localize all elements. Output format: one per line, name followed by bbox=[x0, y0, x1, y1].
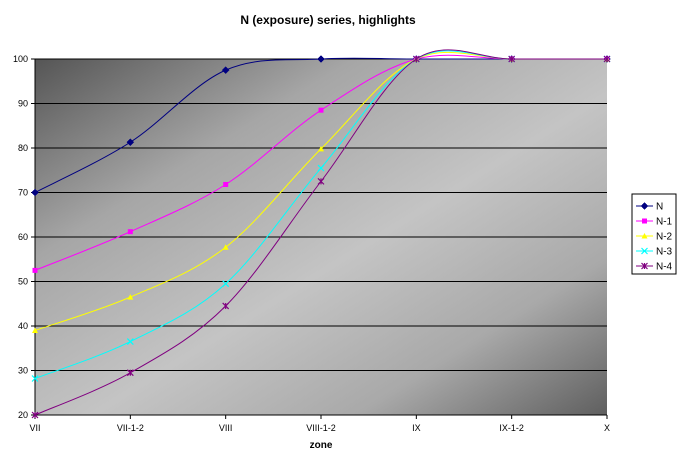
data-point bbox=[32, 327, 38, 333]
y-axis-ticks: 20 30 40 50 60 70 80 90 100 bbox=[13, 54, 35, 420]
y-tick-label: 80 bbox=[18, 143, 28, 153]
data-point bbox=[32, 267, 38, 273]
legend-marker bbox=[641, 262, 648, 270]
legend-box bbox=[631, 193, 677, 275]
legend-label: N bbox=[656, 202, 663, 213]
series-N-4 bbox=[31, 49, 611, 419]
y-tick-label: 40 bbox=[18, 321, 28, 331]
data-point bbox=[127, 229, 133, 235]
y-tick-label: 70 bbox=[18, 188, 28, 198]
y-tick-label: 50 bbox=[18, 277, 28, 287]
data-point bbox=[318, 107, 324, 113]
x-tick-label: X bbox=[604, 423, 610, 433]
data-point bbox=[127, 294, 134, 300]
legend-label: N-4 bbox=[656, 262, 673, 273]
x-tick-label: IX-1-2 bbox=[499, 423, 524, 433]
x-tick-label: VII bbox=[29, 423, 40, 433]
data-point bbox=[126, 138, 135, 147]
series-layer bbox=[31, 49, 611, 419]
data-point bbox=[318, 145, 324, 152]
legend-marker bbox=[641, 247, 648, 255]
data-point bbox=[126, 369, 134, 377]
legend-item: N-4 bbox=[636, 262, 673, 273]
legend-label: N-3 bbox=[656, 247, 673, 258]
legend-label: N-2 bbox=[656, 232, 673, 243]
legend-marker bbox=[642, 218, 647, 224]
x-tick-label: VIII-1-2 bbox=[306, 423, 336, 433]
data-point bbox=[508, 55, 516, 63]
y-tick-label: 100 bbox=[13, 54, 28, 64]
data-point bbox=[222, 280, 230, 288]
data-point bbox=[317, 164, 325, 172]
y-tick-label: 90 bbox=[18, 99, 28, 109]
data-point bbox=[31, 375, 39, 382]
data-point bbox=[222, 244, 229, 250]
legend-item: N-3 bbox=[636, 247, 673, 258]
legend: N N-1 N-2 N-3 N-4 bbox=[631, 193, 677, 275]
legend-label: N-1 bbox=[656, 217, 673, 228]
x-axis-title: zone bbox=[310, 440, 333, 451]
data-point bbox=[31, 188, 39, 197]
data-point bbox=[31, 411, 39, 419]
data-point bbox=[223, 181, 229, 187]
x-tick-label: VII-1-2 bbox=[117, 423, 144, 433]
x-tick-label: IX bbox=[412, 423, 421, 433]
y-tick-label: 60 bbox=[18, 232, 28, 242]
legend-marker bbox=[640, 202, 649, 210]
legend-item: N-1 bbox=[636, 217, 673, 228]
data-point bbox=[222, 302, 230, 310]
legend-item: N-2 bbox=[636, 232, 673, 243]
data-point bbox=[412, 55, 420, 63]
data-point bbox=[603, 55, 611, 63]
y-tick-label: 30 bbox=[18, 366, 28, 376]
y-tick-label: 20 bbox=[18, 410, 28, 420]
data-point bbox=[221, 66, 230, 74]
legend-item: N bbox=[636, 202, 663, 213]
data-point bbox=[317, 55, 325, 63]
legend-marker bbox=[641, 233, 648, 239]
chart-title: N (exposure) series, highlights bbox=[240, 13, 416, 27]
x-axis-ticks: VII VII-1-2 VIII VIII-1-2 IX IX-1-2 X bbox=[29, 415, 610, 433]
data-point bbox=[317, 177, 325, 185]
x-tick-label: VIII bbox=[219, 423, 233, 433]
data-point bbox=[126, 338, 134, 345]
